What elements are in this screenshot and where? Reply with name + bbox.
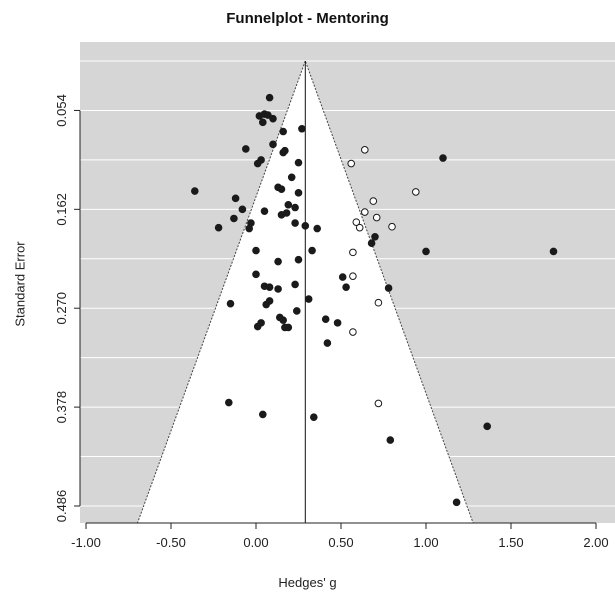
x-tick-label: 0.00 [243, 535, 268, 550]
observed-study-point [333, 319, 342, 327]
imputed-study-point [412, 188, 420, 196]
observed-study-point [269, 114, 277, 123]
observed-study-point [230, 214, 238, 223]
observed-study-point [313, 224, 322, 233]
observed-study-point [294, 158, 303, 167]
observed-study-point [231, 194, 240, 203]
observed-study-point [282, 209, 291, 217]
observed-study-point [279, 127, 288, 136]
observed-study-point [549, 247, 558, 256]
observed-study-point [191, 187, 199, 195]
imputed-study-point [349, 328, 357, 336]
observed-study-point [308, 246, 316, 255]
imputed-study-point [374, 399, 383, 408]
y-tick-label: 0.162 [54, 193, 69, 226]
observed-study-point [265, 283, 274, 291]
observed-study-point [342, 283, 350, 291]
y-axis-ticks: 0.054 0.162 0.270 0.378 0.486 [54, 94, 80, 522]
observed-study-point [279, 148, 288, 157]
observed-study-point [265, 93, 274, 102]
observed-study-point [245, 224, 253, 233]
observed-study-point [262, 300, 271, 309]
observed-study-point [338, 273, 347, 281]
observed-study-point [269, 140, 277, 149]
x-tick-label: -1.00 [71, 535, 101, 550]
observed-study-point [252, 270, 260, 279]
observed-study-point [242, 145, 250, 153]
imputed-study-point [352, 218, 361, 226]
observed-study-point [279, 316, 288, 324]
observed-study-point [284, 200, 293, 209]
x-tick-label: 0.50 [328, 535, 353, 550]
observed-study-point [301, 222, 310, 230]
observed-study-point [274, 257, 282, 266]
observed-study-point [238, 205, 247, 214]
observed-study-point [260, 207, 269, 215]
imputed-study-point [347, 159, 356, 168]
observed-study-point [264, 111, 272, 119]
y-tick-label: 0.054 [54, 94, 69, 127]
observed-study-point [304, 295, 313, 303]
x-axis-label: Hedges' g [278, 575, 337, 590]
x-tick-label: 2.00 [583, 535, 608, 550]
observed-study-point [439, 154, 447, 162]
observed-study-point [294, 255, 303, 264]
observed-study-point [284, 323, 293, 332]
observed-study-point [452, 498, 461, 507]
imputed-study-point [361, 146, 369, 154]
x-axis-ticks: -1.00 -0.50 0.00 0.50 1.00 1.50 2.00 [71, 523, 609, 550]
observed-study-point [253, 159, 262, 168]
observed-study-point [214, 223, 223, 232]
observed-study-point [298, 124, 306, 133]
observed-study-point [259, 410, 267, 419]
observed-study-point [371, 233, 379, 241]
imputed-study-point [388, 222, 396, 231]
observed-study-point [259, 118, 267, 127]
imputed-study-point [361, 208, 369, 216]
observed-study-point [255, 112, 264, 120]
observed-study-point [225, 398, 233, 407]
x-tick-label: 1.50 [498, 535, 523, 550]
imputed-study-point [349, 272, 357, 280]
observed-study-point [386, 436, 395, 444]
imputed-study-point [372, 213, 381, 222]
observed-study-point [287, 173, 296, 182]
observed-study-point [310, 413, 318, 421]
observed-study-point [367, 239, 376, 248]
imputed-study-point [349, 248, 357, 257]
x-tick-label: 1.00 [413, 535, 438, 550]
observed-study-point [252, 246, 260, 255]
y-tick-label: 0.486 [54, 490, 69, 523]
observed-study-point [226, 299, 235, 308]
y-tick-label: 0.378 [54, 391, 69, 424]
observed-study-point [274, 285, 282, 293]
observed-study-point [277, 185, 286, 193]
chart-title: Funnelplot - Mentoring [226, 10, 389, 27]
observed-study-point [291, 219, 299, 227]
imputed-study-point [369, 197, 378, 205]
observed-study-point [323, 339, 332, 347]
imputed-study-point [355, 223, 364, 232]
x-tick-label: -0.50 [156, 535, 186, 550]
y-axis-label: Standard Error [12, 241, 28, 327]
observed-study-point [384, 284, 393, 292]
observed-study-point [422, 247, 430, 256]
study-points [191, 93, 558, 507]
observed-study-point [321, 315, 330, 324]
observed-study-point [293, 307, 301, 315]
observed-study-point [291, 203, 299, 212]
observed-study-point [483, 422, 492, 431]
imputed-study-point [374, 298, 383, 307]
y-tick-label: 0.270 [54, 292, 69, 325]
observed-study-point [294, 189, 303, 197]
observed-study-point [253, 322, 262, 331]
observed-study-point [291, 280, 299, 289]
